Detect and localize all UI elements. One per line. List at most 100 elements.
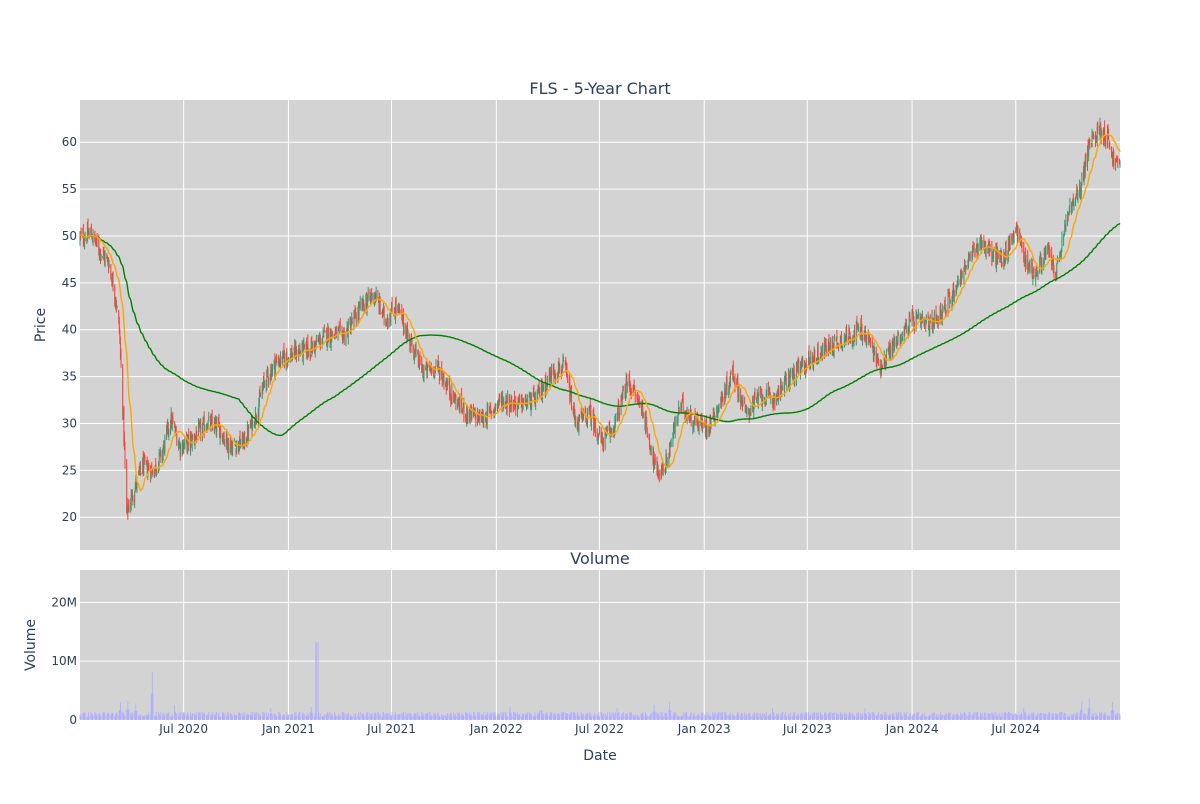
candlestick-body (1020, 241, 1022, 242)
volume-bar (909, 712, 911, 720)
candlestick-body (481, 414, 483, 423)
candlestick-body (910, 320, 911, 322)
candlestick-body (932, 321, 934, 332)
candlestick-body (386, 323, 387, 326)
volume-bar (1041, 712, 1043, 720)
candlestick-body (740, 390, 742, 404)
candlestick-body (458, 399, 460, 406)
volume-bar (122, 711, 124, 720)
volume-bar (956, 714, 958, 720)
volume-bar (303, 713, 305, 720)
candlestick-body (744, 398, 746, 404)
volume-bar (1024, 712, 1026, 720)
volume-bar (285, 716, 287, 720)
volume-bar (928, 715, 930, 720)
candlestick-body (964, 264, 966, 270)
volume-bar (801, 712, 803, 720)
volume-bar (721, 716, 723, 720)
volume-bar (758, 713, 760, 720)
candlestick-body (330, 328, 332, 342)
volume-bar (1068, 715, 1070, 720)
volume-bar (288, 714, 289, 720)
volume-bar (175, 715, 177, 720)
candlestick-body (118, 321, 120, 331)
candlestick-body (102, 256, 104, 257)
volume-bar (712, 716, 714, 720)
volume-bar (968, 715, 969, 720)
volume-bar (154, 715, 156, 720)
candlestick-body (886, 353, 887, 363)
volume-bar (788, 715, 789, 720)
candlestick-body (566, 369, 568, 376)
candlestick-body (259, 390, 261, 395)
volume-bar (585, 715, 587, 720)
volume-bar (295, 711, 297, 720)
volume-bar (908, 716, 910, 720)
candlestick-body (509, 409, 511, 410)
candlestick-body (638, 400, 640, 402)
volume-bar (90, 713, 92, 720)
volume-bar (313, 715, 315, 720)
volume-bar (357, 715, 359, 720)
candlestick-body (1115, 163, 1116, 165)
candlestick-body (1107, 129, 1108, 144)
candlestick-body (607, 431, 608, 433)
volume-bar (1011, 713, 1013, 720)
volume-bar (912, 714, 914, 720)
candlestick-body (692, 426, 694, 428)
volume-bar (461, 713, 463, 720)
candlestick-body (318, 339, 320, 343)
volume-bar (253, 711, 255, 720)
candlestick-body (112, 277, 114, 290)
moving-averages (79, 133, 1121, 492)
candlestick-body (402, 315, 404, 322)
volume-bar (780, 713, 782, 720)
volume-bar (971, 715, 973, 720)
volume-bar (956, 713, 957, 720)
volume-bar (128, 709, 130, 720)
volume-bar (843, 713, 845, 720)
candlestick-body (1048, 250, 1050, 255)
volume-bar (453, 716, 455, 720)
candlestick-body (836, 334, 838, 345)
volume-bar (138, 715, 140, 720)
volume-bar (892, 713, 894, 720)
volume-bar (458, 712, 460, 720)
volume-bar (305, 715, 307, 720)
candlestick-body (858, 326, 859, 328)
candlestick-body (128, 504, 130, 511)
candlestick-body (135, 482, 137, 486)
volume-bar (953, 714, 955, 720)
volume-bar (606, 716, 608, 720)
candlestick-body (483, 421, 485, 423)
volume-bar (1044, 715, 1046, 720)
volume-bar (1007, 712, 1009, 720)
volume-bar (390, 715, 392, 720)
volume-bar (134, 710, 136, 720)
volume-bar (176, 713, 178, 720)
volume-bar (837, 716, 839, 720)
candlestick-body (84, 239, 85, 244)
candlestick-body (457, 397, 459, 401)
volume-bar (95, 713, 97, 720)
volume-bar (1088, 708, 1090, 720)
candlestick-body (628, 377, 630, 381)
volume-bar (547, 715, 549, 720)
volume-bar (266, 714, 268, 720)
candlestick-body (1045, 248, 1047, 258)
candlestick-body (399, 311, 401, 313)
candlestick-body (904, 323, 906, 329)
volume-bar (852, 715, 854, 720)
candlestick-body (895, 341, 897, 346)
volume-bar (1092, 716, 1094, 720)
candlestick-body (1107, 126, 1109, 134)
candlestick-body (363, 305, 365, 311)
volume-bar (877, 714, 879, 720)
candlestick-body (1072, 197, 1074, 206)
volume-bar (199, 712, 201, 720)
volume-bar (947, 714, 949, 720)
candlestick-body (296, 348, 297, 358)
volume-bar (136, 710, 138, 720)
candlestick-body (573, 409, 575, 417)
candlestick-body (459, 397, 461, 413)
